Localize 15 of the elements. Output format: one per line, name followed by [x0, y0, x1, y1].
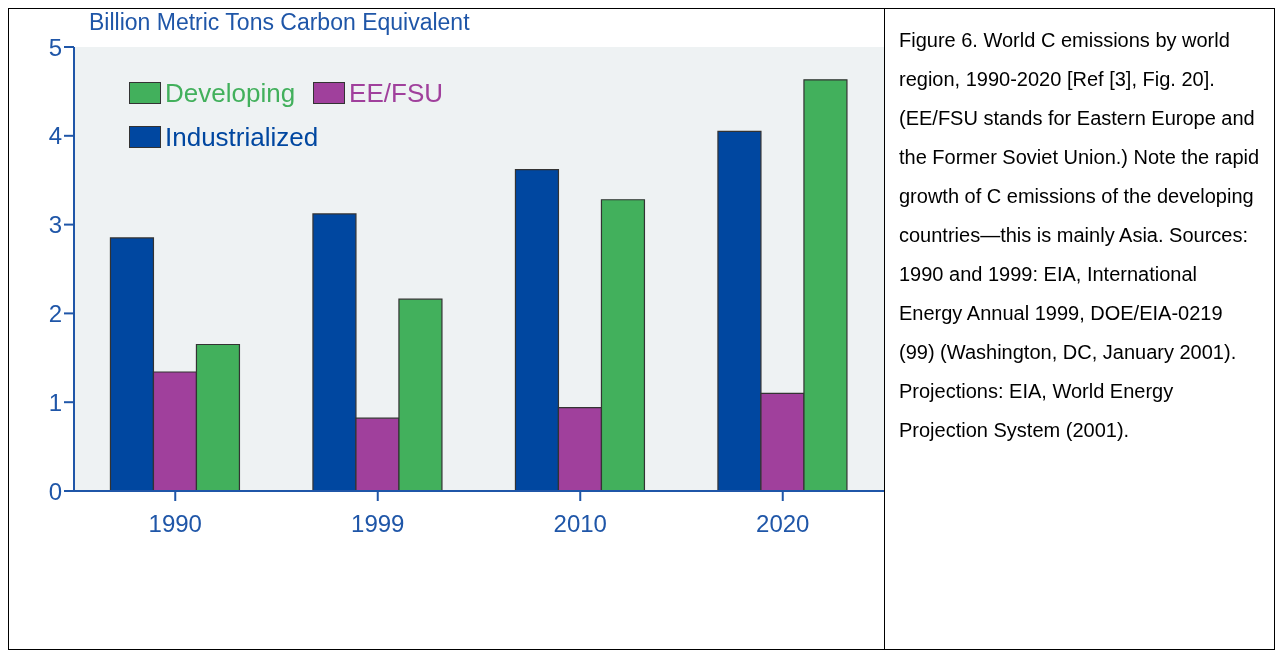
y-tick-label: 3: [48, 211, 62, 239]
legend-label: Developing: [165, 77, 296, 109]
y-tick-label: 4: [48, 122, 62, 150]
x-tick-label: 2020: [756, 510, 810, 538]
legend-label: Industrialized: [165, 121, 319, 153]
x-tick-label: 1990: [148, 510, 202, 538]
y-tick-label: 1: [48, 388, 62, 416]
y-axis-title: Billion Metric Tons Carbon Equivalent: [89, 9, 470, 36]
y-tick-label: 2: [48, 299, 62, 327]
legend-label: EE/FSU: [349, 77, 444, 109]
text: Figure 6. World C emissions by world region, 1990-2020 [Ref [3], Fig. 20]. (EE/FSU stands for Eastern Europe and the Former Soviet Union.) Note the rapid growth of C emissions of the developing countries—this is mainly Asia. Sources: 1990 and 1999: EIA, International Energy Annual 1999, DOE/EIA-0219 (99) (Washington, DC, January 2001). Projections: EIA, World Energy Projection System (2001).: [899, 29, 1260, 441]
y-tick-label: 0: [48, 477, 62, 505]
x-tick-label: 1999: [351, 510, 405, 538]
y-tick-label: 5: [48, 33, 62, 61]
x-tick-label: 2010: [553, 510, 607, 538]
